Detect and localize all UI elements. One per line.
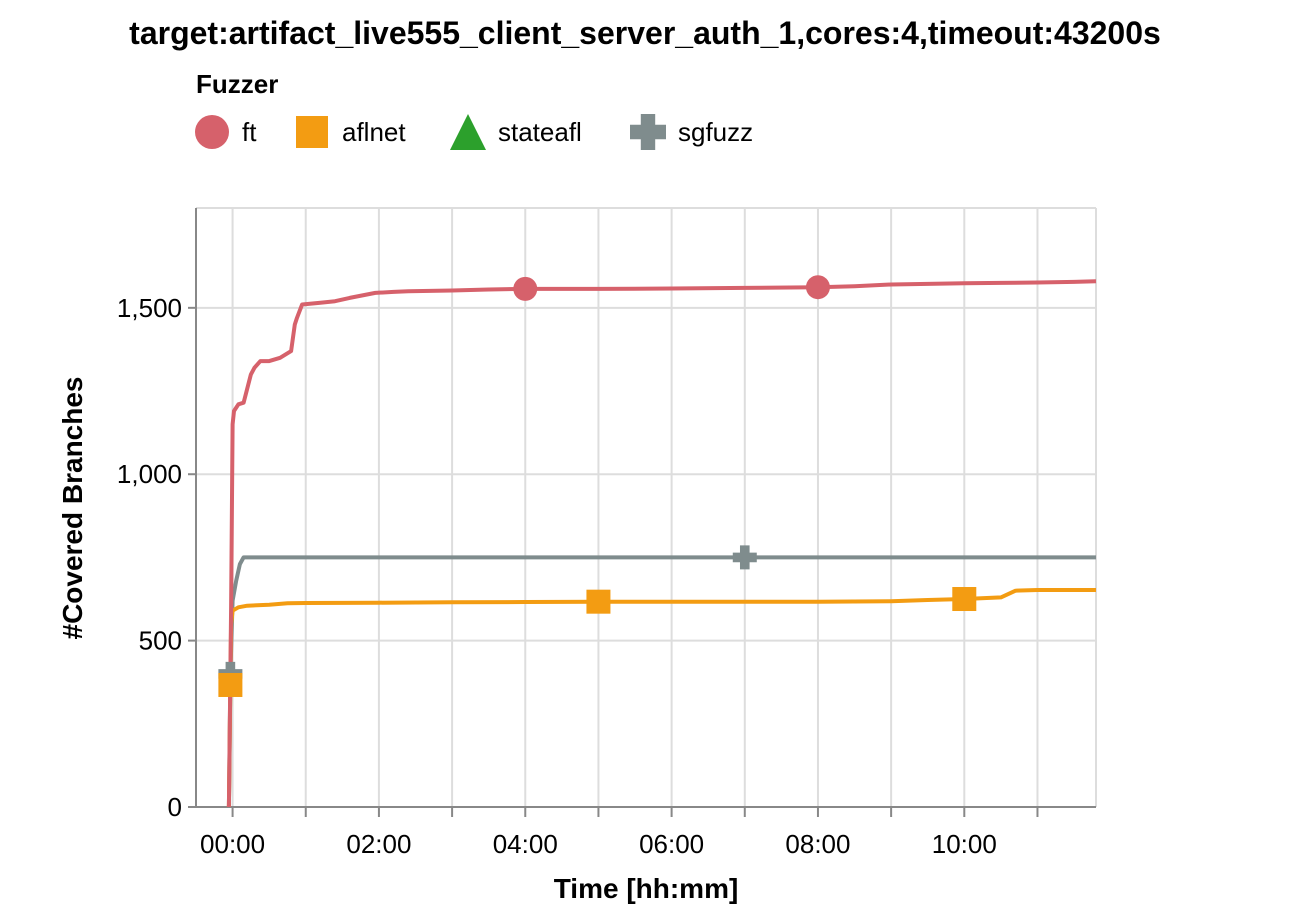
marker-ft	[805, 275, 830, 300]
marker-ft	[513, 276, 538, 301]
marker-sgfuzz	[732, 545, 757, 570]
legend-item-aflnet: aflnet	[296, 116, 406, 148]
axes	[188, 208, 1096, 817]
y-tick-label: 0	[168, 792, 182, 822]
x-axis-title: Time [hh:mm]	[554, 873, 739, 904]
y-axis-title: #Covered Branches	[57, 376, 88, 639]
chart-title: target:artifact_live555_client_server_au…	[129, 15, 1161, 51]
x-tick-label: 06:00	[639, 829, 704, 859]
legend-symbol-aflnet	[296, 116, 328, 148]
marker-aflnet	[586, 589, 611, 614]
legend-label-ft: ft	[242, 117, 257, 147]
series-lines	[226, 279, 1097, 808]
series-line-aflnet	[226, 588, 1096, 808]
legend: Fuzzer ft aflnet stateafl sgfuzz	[195, 69, 753, 150]
y-tick-label: 500	[139, 626, 182, 656]
legend-symbol-sgfuzz	[630, 114, 666, 150]
series-markers	[218, 275, 977, 697]
legend-symbol-ft	[195, 115, 229, 149]
x-tick-label: 02:00	[346, 829, 411, 859]
grid	[196, 207, 1097, 808]
legend-item-ft: ft	[195, 115, 257, 149]
legend-label-stateafl: stateafl	[498, 117, 582, 147]
x-tick-label: 08:00	[785, 829, 850, 859]
legend-item-stateafl: stateafl	[450, 114, 582, 150]
legend-title: Fuzzer	[196, 69, 278, 99]
legend-label-aflnet: aflnet	[342, 117, 406, 147]
marker-aflnet	[952, 587, 977, 612]
series-line-ft	[226, 279, 1097, 808]
tick-labels: 0 500 1,000 1,500 00:00 02:00 04:00 06:00 08:00 1…	[117, 293, 997, 859]
x-tick-label: 00:00	[200, 829, 265, 859]
legend-label-sgfuzz: sgfuzz	[678, 117, 753, 147]
x-tick-label: 04:00	[493, 829, 558, 859]
legend-item-sgfuzz: sgfuzz	[630, 114, 753, 150]
x-tick-label: 10:00	[932, 829, 997, 859]
marker-aflnet	[218, 672, 243, 697]
y-tick-label: 1,500	[117, 293, 182, 323]
y-tick-label: 1,000	[117, 459, 182, 489]
legend-symbol-stateafl	[450, 114, 486, 150]
